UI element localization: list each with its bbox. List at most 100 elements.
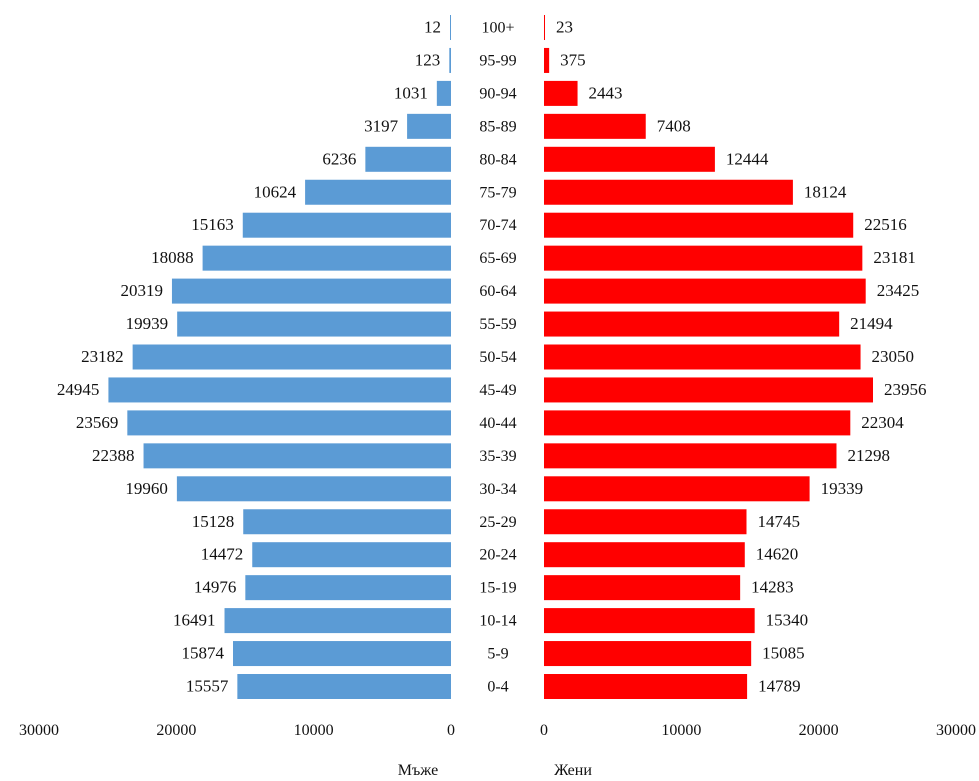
category-label-95-99: 95-99 bbox=[479, 52, 516, 69]
category-label-20-24: 20-24 bbox=[479, 547, 516, 564]
data-label-male-35-39: 22388 bbox=[92, 446, 135, 465]
data-label-male-55-59: 19939 bbox=[126, 314, 169, 333]
bar-female-95-99 bbox=[544, 47, 550, 73]
bar-male-20-24 bbox=[252, 542, 451, 568]
bar-female-45-49 bbox=[544, 377, 873, 403]
bar-male-95-99 bbox=[449, 47, 451, 73]
bar-male-60-64 bbox=[171, 278, 451, 304]
data-label-female-90-94: 2443 bbox=[589, 83, 623, 102]
data-label-female-10-14: 15340 bbox=[766, 611, 809, 630]
bar-female-20-24 bbox=[544, 542, 745, 568]
category-label-65-69: 65-69 bbox=[479, 250, 516, 267]
axis-title-male: Мъже bbox=[398, 762, 438, 779]
data-label-female-45-49: 23956 bbox=[884, 380, 927, 399]
category-label-25-29: 25-29 bbox=[479, 514, 516, 531]
data-label-male-100+: 12 bbox=[424, 18, 441, 37]
bar-male-10-14 bbox=[224, 608, 451, 634]
category-label-35-39: 35-39 bbox=[479, 448, 516, 465]
left-axis-ticks: 30000 20000 10000 0 bbox=[19, 722, 455, 739]
data-label-female-60-64: 23425 bbox=[877, 281, 920, 300]
bar-female-100+ bbox=[544, 15, 545, 40]
bar-female-70-74 bbox=[544, 212, 854, 238]
data-label-female-15-19: 14283 bbox=[751, 578, 794, 597]
bar-male-25-29 bbox=[243, 509, 451, 535]
bar-female-40-44 bbox=[544, 410, 851, 436]
bar-male-70-74 bbox=[242, 212, 451, 238]
bar-female-5-9 bbox=[544, 641, 752, 667]
bar-male-100+ bbox=[450, 15, 451, 40]
category-label-30-34: 30-34 bbox=[479, 481, 516, 498]
bars-group: 12 23 100+ 123 375 95-99 1031 2443 90-94 3197 7408… bbox=[57, 15, 927, 699]
data-label-male-90-94: 1031 bbox=[394, 83, 428, 102]
bar-male-80-84 bbox=[365, 146, 451, 172]
data-label-male-20-24: 14472 bbox=[201, 545, 244, 564]
bar-male-85-89 bbox=[407, 113, 451, 139]
data-label-female-80-84: 12444 bbox=[726, 149, 769, 168]
category-label-70-74: 70-74 bbox=[479, 217, 516, 234]
data-label-male-85-89: 3197 bbox=[364, 116, 399, 135]
bar-male-45-49 bbox=[108, 377, 452, 403]
category-label-15-19: 15-19 bbox=[479, 580, 516, 597]
data-label-male-60-64: 20319 bbox=[120, 281, 163, 300]
tick-label-left-0: 30000 bbox=[19, 722, 59, 739]
data-label-female-25-29: 14745 bbox=[758, 512, 801, 531]
category-label-100+: 100+ bbox=[481, 20, 514, 37]
data-label-female-65-69: 23181 bbox=[873, 248, 916, 267]
category-label-75-79: 75-79 bbox=[479, 184, 516, 201]
bar-male-15-19 bbox=[245, 575, 451, 601]
tick-label-left-1: 20000 bbox=[156, 722, 196, 739]
data-label-male-25-29: 15128 bbox=[192, 512, 235, 531]
bar-male-90-94 bbox=[436, 80, 451, 106]
bar-female-65-69 bbox=[544, 245, 863, 271]
bar-female-85-89 bbox=[544, 113, 646, 139]
bar-female-25-29 bbox=[544, 509, 747, 535]
bar-female-10-14 bbox=[544, 608, 755, 634]
data-label-male-80-84: 6236 bbox=[322, 149, 356, 168]
category-label-55-59: 55-59 bbox=[479, 316, 516, 333]
category-label-45-49: 45-49 bbox=[479, 382, 516, 399]
data-label-male-75-79: 10624 bbox=[254, 182, 297, 201]
category-label-5-9: 5-9 bbox=[487, 646, 508, 663]
bar-female-80-84 bbox=[544, 146, 715, 172]
data-label-male-0-4: 15557 bbox=[186, 677, 229, 696]
data-label-male-15-19: 14976 bbox=[194, 578, 237, 597]
category-label-50-54: 50-54 bbox=[479, 349, 516, 366]
tick-label-right-1: 10000 bbox=[661, 722, 701, 739]
data-label-female-85-89: 7408 bbox=[657, 116, 691, 135]
bar-female-60-64 bbox=[544, 278, 866, 304]
category-label-40-44: 40-44 bbox=[479, 415, 516, 432]
tick-label-left-2: 10000 bbox=[294, 722, 334, 739]
right-axis-ticks: 0 10000 20000 30000 bbox=[540, 722, 976, 739]
data-label-male-40-44: 23569 bbox=[76, 413, 119, 432]
data-label-male-5-9: 15874 bbox=[182, 644, 225, 663]
category-label-85-89: 85-89 bbox=[479, 118, 516, 135]
data-label-female-70-74: 22516 bbox=[864, 215, 907, 234]
bar-female-75-79 bbox=[544, 179, 793, 205]
data-label-male-30-34: 19960 bbox=[125, 479, 168, 498]
bar-male-65-69 bbox=[202, 245, 451, 271]
category-label-10-14: 10-14 bbox=[479, 613, 516, 630]
bar-male-55-59 bbox=[177, 311, 452, 337]
data-label-male-65-69: 18088 bbox=[151, 248, 194, 267]
data-label-female-30-34: 19339 bbox=[821, 479, 864, 498]
category-label-60-64: 60-64 bbox=[479, 283, 516, 300]
bar-male-0-4 bbox=[237, 674, 451, 699]
bar-female-50-54 bbox=[544, 344, 861, 370]
axis-title-female: Жени bbox=[554, 762, 592, 779]
data-label-female-100+: 23 bbox=[556, 18, 573, 37]
bar-male-35-39 bbox=[143, 443, 452, 469]
bar-male-75-79 bbox=[305, 179, 451, 205]
data-label-male-70-74: 15163 bbox=[191, 215, 234, 234]
bar-male-5-9 bbox=[233, 641, 451, 667]
tick-label-right-3: 30000 bbox=[936, 722, 976, 739]
data-label-female-0-4: 14789 bbox=[758, 677, 801, 696]
data-label-female-55-59: 21494 bbox=[850, 314, 893, 333]
data-label-female-40-44: 22304 bbox=[861, 413, 904, 432]
data-label-male-95-99: 123 bbox=[415, 50, 441, 69]
data-label-female-35-39: 21298 bbox=[847, 446, 890, 465]
data-label-female-75-79: 18124 bbox=[804, 182, 847, 201]
data-label-female-20-24: 14620 bbox=[756, 545, 799, 564]
data-label-female-5-9: 15085 bbox=[762, 644, 805, 663]
